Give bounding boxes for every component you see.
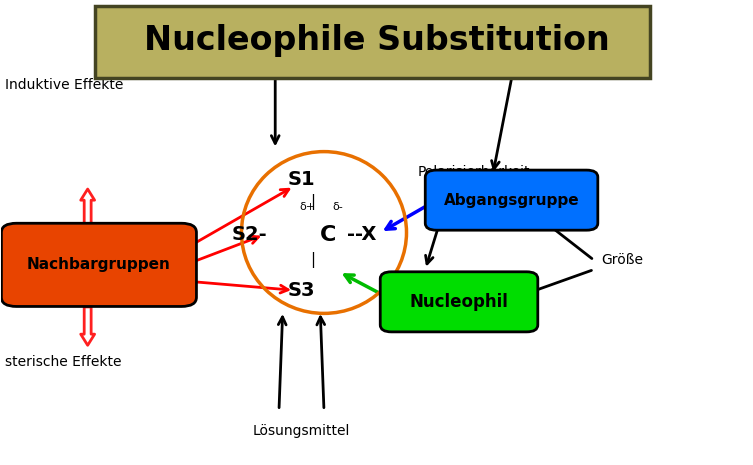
FancyBboxPatch shape <box>2 223 197 306</box>
Text: sterische Effekte: sterische Effekte <box>5 355 122 369</box>
Text: Nucleophile Substitution: Nucleophile Substitution <box>144 24 609 57</box>
Text: S3: S3 <box>288 281 316 300</box>
Text: |: | <box>310 252 316 268</box>
Text: Induktive Effekte: Induktive Effekte <box>5 78 123 92</box>
Text: Polarisierbarkeit: Polarisierbarkeit <box>418 166 530 179</box>
Text: --X: --X <box>347 226 376 244</box>
FancyBboxPatch shape <box>380 272 538 332</box>
FancyBboxPatch shape <box>425 170 598 230</box>
Text: |: | <box>310 194 316 211</box>
Text: Lösungsmittel: Lösungsmittel <box>253 424 350 438</box>
Text: δ+: δ+ <box>300 202 316 212</box>
Text: Nachbargruppen: Nachbargruppen <box>27 257 171 272</box>
Text: S2-: S2- <box>231 226 267 244</box>
Text: S1: S1 <box>288 170 316 189</box>
Text: C: C <box>319 225 336 245</box>
Text: Nucleophil: Nucleophil <box>410 293 508 311</box>
Text: Bindungsenthalpie: Bindungsenthalpie <box>206 40 337 54</box>
Text: δ-: δ- <box>332 202 343 212</box>
Text: Lösungsmittel: Lösungsmittel <box>493 40 590 54</box>
Text: Abgangsgruppe: Abgangsgruppe <box>444 193 579 208</box>
Text: Größe: Größe <box>602 253 644 267</box>
FancyBboxPatch shape <box>95 6 651 78</box>
